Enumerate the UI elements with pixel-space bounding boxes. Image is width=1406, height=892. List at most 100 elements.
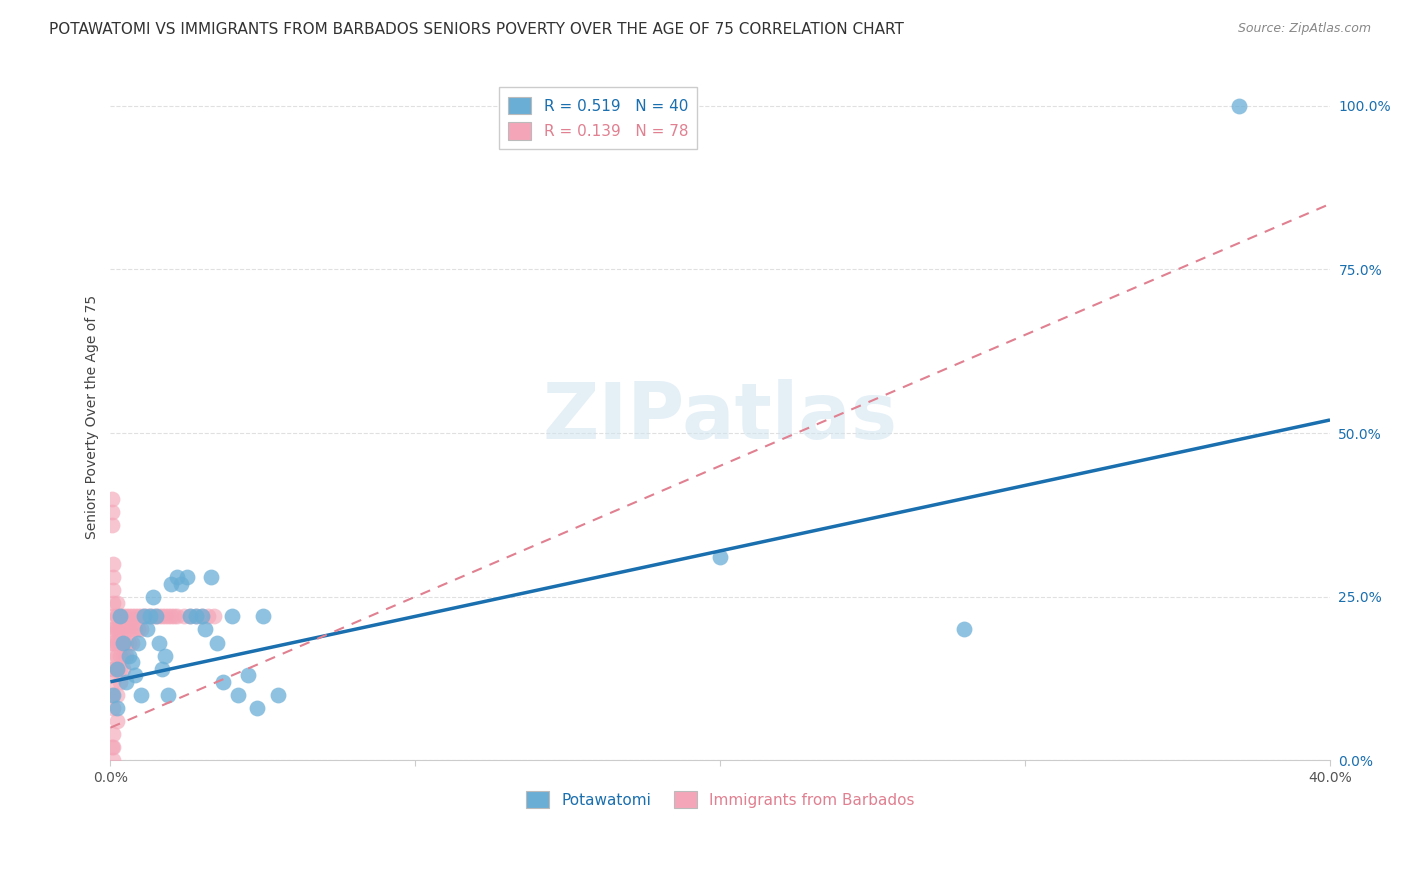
Point <box>105 714 128 728</box>
Point <box>101 688 124 702</box>
Point <box>105 648 128 663</box>
Point <box>105 701 128 715</box>
Point <box>179 609 201 624</box>
Point <box>101 740 124 755</box>
Point <box>124 668 146 682</box>
Point <box>107 623 129 637</box>
Point <box>194 623 217 637</box>
Point <box>114 623 136 637</box>
Point <box>114 674 136 689</box>
Point <box>252 609 274 624</box>
Point <box>103 662 125 676</box>
Point <box>191 609 214 624</box>
Point <box>103 609 125 624</box>
Point <box>145 609 167 624</box>
Point <box>953 623 976 637</box>
Point <box>121 623 143 637</box>
Point <box>132 609 155 624</box>
Point <box>103 583 125 598</box>
Point <box>118 623 141 637</box>
Point <box>114 635 136 649</box>
Point <box>200 570 222 584</box>
Point <box>103 701 125 715</box>
Point <box>127 609 149 624</box>
Point <box>169 576 191 591</box>
Point <box>160 609 183 624</box>
Point <box>166 570 188 584</box>
Point <box>157 688 180 702</box>
Point <box>104 623 127 637</box>
Point <box>103 740 125 755</box>
Point <box>114 648 136 663</box>
Point <box>111 635 134 649</box>
Point <box>108 609 131 624</box>
Legend: Potawatomi, Immigrants from Barbados: Potawatomi, Immigrants from Barbados <box>520 785 921 814</box>
Point <box>103 570 125 584</box>
Point <box>163 609 186 624</box>
Point <box>173 609 195 624</box>
Point <box>101 662 124 676</box>
Point <box>114 609 136 624</box>
Y-axis label: Seniors Poverty Over the Age of 75: Seniors Poverty Over the Age of 75 <box>86 294 100 539</box>
Point <box>111 648 134 663</box>
Point <box>150 609 173 624</box>
Point <box>105 609 128 624</box>
Point <box>124 609 146 624</box>
Point <box>202 609 225 624</box>
Point <box>157 609 180 624</box>
Point <box>236 668 259 682</box>
Point <box>111 635 134 649</box>
Point <box>127 635 149 649</box>
Point <box>105 609 128 624</box>
Point <box>121 635 143 649</box>
Point <box>176 570 198 584</box>
Point <box>108 623 131 637</box>
Point <box>103 727 125 741</box>
Point <box>105 596 128 610</box>
Point <box>160 576 183 591</box>
Point <box>105 662 128 676</box>
Point <box>103 557 125 571</box>
Point <box>104 648 127 663</box>
Point <box>103 635 125 649</box>
Point <box>267 688 290 702</box>
Point <box>111 623 134 637</box>
Point <box>103 635 125 649</box>
Point <box>179 609 201 624</box>
Point <box>145 609 167 624</box>
Point <box>111 662 134 676</box>
Point <box>228 688 250 702</box>
Point <box>191 609 214 624</box>
Point <box>1227 99 1250 113</box>
Point <box>124 623 146 637</box>
Point <box>148 635 170 649</box>
Point <box>103 623 125 637</box>
Point <box>103 688 125 702</box>
Point <box>150 662 173 676</box>
Text: POTAWATOMI VS IMMIGRANTS FROM BARBADOS SENIORS POVERTY OVER THE AGE OF 75 CORREL: POTAWATOMI VS IMMIGRANTS FROM BARBADOS S… <box>49 22 904 37</box>
Point <box>105 623 128 637</box>
Point <box>108 635 131 649</box>
Point <box>246 701 269 715</box>
Point <box>101 517 124 532</box>
Point <box>212 674 235 689</box>
Point <box>155 648 177 663</box>
Point <box>108 609 131 624</box>
Point <box>136 623 159 637</box>
Point <box>118 648 141 663</box>
Point <box>142 590 165 604</box>
Point <box>103 753 125 767</box>
Point <box>136 609 159 624</box>
Point <box>111 609 134 624</box>
Point <box>709 550 731 565</box>
Point <box>127 623 149 637</box>
Point <box>132 609 155 624</box>
Point <box>121 609 143 624</box>
Point <box>129 609 152 624</box>
Point <box>184 609 207 624</box>
Point <box>205 635 228 649</box>
Point <box>105 688 128 702</box>
Point <box>166 609 188 624</box>
Point <box>105 635 128 649</box>
Point <box>139 609 162 624</box>
